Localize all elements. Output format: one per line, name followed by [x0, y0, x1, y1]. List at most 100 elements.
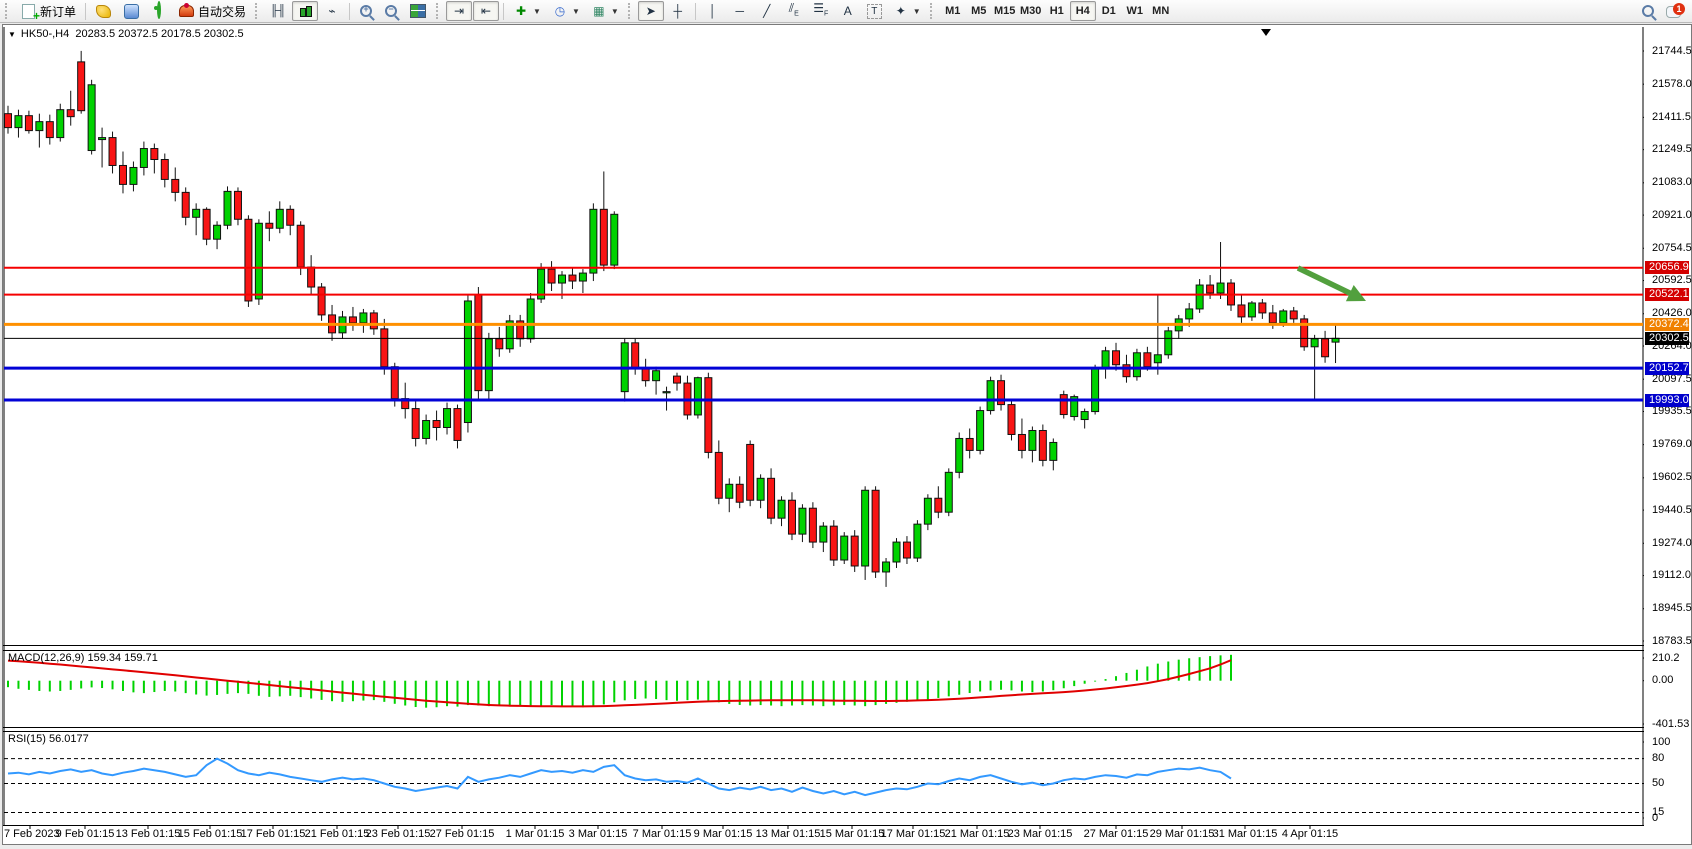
toolbar-grip[interactable] [5, 3, 11, 19]
line-chart-button[interactable]: ⌁ [319, 1, 345, 21]
notifications-button[interactable]: 1 [1661, 1, 1686, 21]
cursor-button[interactable]: ➤ [637, 1, 664, 21]
price-lines[interactable] [4, 266, 1643, 402]
channel-button[interactable]: ⫽E [781, 1, 807, 21]
periods-button[interactable]: ◷ ▼ [547, 1, 585, 21]
toolbar-grip[interactable] [929, 3, 936, 19]
timeframe-M1[interactable]: M1 [940, 1, 966, 21]
toolbar-grip[interactable] [436, 3, 442, 19]
line-chart-icon: ⌁ [328, 4, 336, 18]
zoom-in-button[interactable]: + [354, 1, 378, 21]
bear-candle [1059, 394, 1068, 416]
vertical-line-button[interactable]: │ [700, 1, 726, 21]
bar-chart-button[interactable]: ╟╢ [265, 1, 291, 21]
bear-candle [1300, 318, 1309, 348]
price-tick: 18783.5 [1652, 634, 1692, 647]
price-axis[interactable]: 21744.5 21578.0 21411.5 21249.5 21083.0 20921… [1644, 25, 1692, 826]
bull-candle [1216, 282, 1225, 294]
timeframe-D1[interactable]: D1 [1096, 1, 1122, 21]
autotrade-label: 自动交易 [198, 4, 247, 19]
text-label-icon: T [866, 3, 882, 19]
zoom-out-button[interactable]: − [379, 1, 403, 21]
fibonacci-button[interactable]: ☰F [808, 1, 834, 21]
date-label: 27 Feb 01:15 [429, 828, 495, 840]
bear-candle [171, 178, 180, 193]
chart-shift-icon: ⇤ [481, 4, 492, 18]
bull-candle [359, 312, 368, 324]
market-watch-button[interactable] [90, 1, 117, 21]
bear-candle [808, 507, 817, 543]
macd-panel[interactable] [7, 654, 1233, 708]
bear-candle [672, 375, 681, 384]
arrows-icon: ✦ [895, 4, 906, 18]
bull-candle [223, 190, 232, 226]
chevron-down-icon[interactable]: ▼ [8, 30, 16, 39]
date-label: 9 Feb 01:15 [55, 828, 115, 840]
main-chart[interactable] [4, 50, 1340, 587]
toolbar: 新订单 自动交易 ╟╢ ⌁ + − ⇥ ⇤ ✚▼ ◷▼ ▦▼ ➤ ┼ │ ─ ╱… [0, 0, 1692, 23]
chart-shift-marker [1261, 29, 1271, 36]
date-axis[interactable]: 7 Feb 2023 9 Feb 01:15 13 Feb 01:15 15 Feb … [0, 827, 1692, 843]
autotrade-icon [179, 3, 195, 17]
bull-candle [558, 274, 567, 284]
signals-button[interactable] [146, 1, 172, 21]
crosshair-button[interactable]: ┼ [665, 1, 691, 21]
templates-button[interactable]: ▦ ▼ [586, 1, 624, 21]
timeframe-M15[interactable]: M15 [992, 1, 1018, 21]
indicators-button[interactable]: ✚ ▼ [508, 1, 546, 21]
navigator-button[interactable] [118, 1, 145, 21]
bull-candle [923, 497, 932, 525]
trend-arrow-annotation[interactable] [1296, 265, 1366, 302]
timeframe-M5[interactable]: M5 [966, 1, 992, 21]
bull-candle [578, 272, 587, 282]
timeframe-W1[interactable]: W1 [1122, 1, 1148, 21]
auto-scroll-button[interactable]: ⇥ [446, 1, 473, 21]
bear-candle [1143, 352, 1152, 368]
timeframe-H1[interactable]: H1 [1044, 1, 1070, 21]
date-label: 15 Feb 01:15 [177, 828, 243, 840]
markers [1261, 29, 1271, 36]
price-tick: 21744.5 [1652, 44, 1692, 57]
rsi-panel[interactable] [4, 757, 1643, 814]
auto-scroll-icon: ⇥ [454, 4, 465, 18]
horizontal-line-icon: ─ [735, 4, 745, 18]
new-order-button[interactable]: 新订单 [15, 1, 81, 23]
trendline-button[interactable]: ╱ [754, 1, 780, 21]
date-label: 23 Feb 01:15 [365, 828, 431, 840]
date-label: 15 Mar 01:15 [819, 828, 885, 840]
arrows-button[interactable]: ✦ ▼ [888, 1, 926, 21]
tile-windows-button[interactable] [404, 1, 432, 21]
rsi-tick: 80 [1652, 752, 1665, 765]
bear-candle [1017, 433, 1026, 451]
bear-candle [641, 368, 650, 382]
horizontal-line-button[interactable]: ─ [727, 1, 753, 21]
date-label: 9 Mar 01:15 [693, 828, 753, 840]
text-icon: A [843, 4, 852, 18]
template-icon: ▦ [593, 4, 605, 18]
macd-label: MACD(12,26,9) 159.34 159.71 [8, 652, 158, 664]
toolbar-grip[interactable] [255, 3, 261, 19]
timeframe-M30[interactable]: M30 [1018, 1, 1044, 21]
text-button[interactable]: A [835, 1, 861, 21]
bear-candle [902, 541, 911, 559]
price-tick: 20426.0 [1652, 307, 1692, 320]
bull-candle [944, 471, 953, 513]
bear-candle [767, 477, 776, 519]
search-button[interactable] [1636, 1, 1660, 21]
autotrade-button[interactable]: 自动交易 [173, 1, 251, 21]
bull-candle [1028, 429, 1037, 451]
candlestick-button[interactable] [292, 1, 319, 21]
bear-candle [547, 268, 556, 284]
bull-candle [1049, 441, 1058, 461]
chart-shift-button[interactable]: ⇤ [473, 1, 500, 21]
new-order-label: 新订单 [40, 4, 77, 19]
bear-candle [160, 158, 169, 180]
bear-candle [453, 408, 462, 441]
toolbar-grip[interactable] [627, 3, 634, 19]
timeframe-MN[interactable]: MN [1148, 1, 1174, 21]
bear-candle [380, 328, 389, 368]
text-label-button[interactable]: T [862, 1, 887, 21]
chat-bubble-icon: 1 [1666, 3, 1685, 18]
timeframe-H4[interactable]: H4 [1069, 1, 1096, 21]
arrow-shaft [1296, 265, 1361, 300]
